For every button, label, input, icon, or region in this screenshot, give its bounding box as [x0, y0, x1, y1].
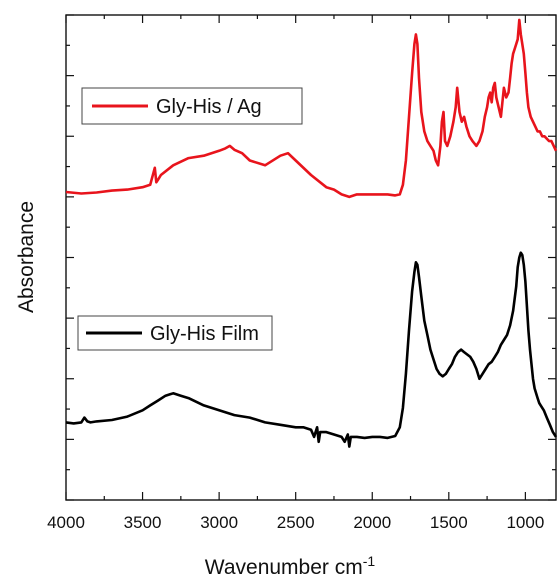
x-axis-title: Wavenumber cm-1 — [205, 553, 376, 579]
series-line-gly-his-ag — [65, 18, 558, 199]
x-tick-label: 1500 — [430, 513, 468, 532]
x-axis-ticks: 4000 3500 3000 2500 2000 1500 1000 — [47, 15, 544, 532]
legend-label-gly-his-film: Gly-His Film — [150, 323, 259, 345]
x-tick-label: 2500 — [277, 513, 315, 532]
series-line-gly-his-film — [65, 251, 558, 448]
x-tick-label: 3500 — [124, 513, 162, 532]
x-tick-label: 4000 — [47, 513, 85, 532]
y-axis-title: Absorbance — [15, 201, 38, 313]
x-axis-title-text: Wavenumber cm — [205, 556, 363, 579]
x-tick-label: 3000 — [200, 513, 238, 532]
x-tick-label: 1000 — [506, 513, 544, 532]
legend-label-gly-his-ag: Gly-His / Ag — [156, 96, 262, 118]
x-axis-title-superscript: -1 — [363, 553, 376, 569]
legend-gly-his-ag: Gly-His / Ag — [81, 87, 303, 125]
legend-gly-his-film: Gly-His Film — [77, 315, 273, 351]
x-tick-label: 2000 — [353, 513, 391, 532]
y-axis-ticks — [66, 14, 556, 501]
